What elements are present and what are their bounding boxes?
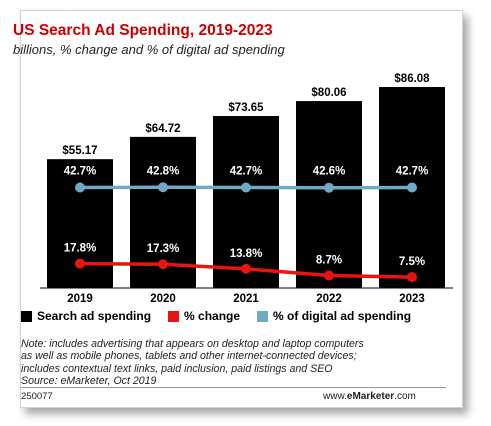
source-line: Source: eMarketer, Oct 2019 — [21, 374, 157, 387]
point-percent-change-2020 — [158, 259, 168, 270]
point-percent-change-2023 — [407, 272, 417, 283]
legend-item-percent-of-digital: % of digital ad spending — [257, 309, 411, 323]
legend-swatch-search-ad-spending — [21, 310, 32, 322]
chart-legend: Search ad spending % change % of digital… — [21, 309, 428, 323]
point-label-percent-of-digital-ad-spending-2023: 42.7% — [396, 166, 429, 178]
point-label-percent-change-2021: 13.8% — [230, 248, 263, 260]
chart-id: 250077 — [21, 391, 53, 402]
point-percent-of-digital-ad-spending-2022 — [324, 182, 334, 193]
point-percent-change-2021 — [241, 263, 251, 274]
brand-prefix: www. — [323, 391, 347, 402]
legend-swatch-percent-change — [168, 310, 180, 322]
point-percent-of-digital-ad-spending-2021 — [241, 182, 251, 193]
point-label-percent-change-2022: 8.7% — [316, 255, 342, 267]
note-line: Note: includes advertising that appears … — [21, 338, 364, 350]
x-tick-label-2021: 2021 — [233, 293, 259, 305]
note-line: as well as mobile phones, tablets and ot… — [21, 350, 357, 363]
point-label-percent-change-2020: 17.3% — [147, 243, 180, 255]
legend-item-percent-change: % change — [168, 309, 240, 323]
x-tick-label-2022: 2022 — [316, 293, 342, 305]
point-percent-change-2019 — [75, 258, 85, 269]
bar-value-label-2022: $80.06 — [311, 87, 346, 99]
legend-label: % of digital ad spending — [273, 309, 412, 323]
point-label-percent-of-digital-ad-spending-2019: 42.7% — [64, 166, 97, 178]
bar-value-label-2019: $55.17 — [62, 145, 97, 157]
bar-value-label-2023: $86.08 — [394, 73, 430, 85]
chart-subtitle: billions, % change and % of digital ad s… — [13, 42, 285, 57]
bar-2021 — [213, 116, 279, 289]
bar-2019 — [47, 159, 113, 288]
footer-divider — [21, 387, 446, 388]
legend-swatch-percent-of-digital — [257, 310, 269, 322]
legend-label: Search ad spending — [37, 309, 152, 323]
point-label-percent-change-2023: 7.5% — [399, 256, 425, 268]
point-label-percent-of-digital-ad-spending-2022: 42.6% — [313, 166, 346, 178]
x-tick-label-2020: 2020 — [150, 293, 176, 305]
point-label-percent-change-2019: 17.8% — [64, 243, 97, 255]
chart-title: US Search Ad Spending, 2019-2023 — [13, 22, 273, 39]
legend-label: % change — [184, 309, 241, 323]
legend-item-search-ad-spending: Search ad spending — [21, 309, 151, 323]
bar-value-label-2020: $64.72 — [145, 123, 180, 135]
point-percent-of-digital-ad-spending-2023 — [407, 182, 417, 193]
x-tick-label-2019: 2019 — [67, 293, 93, 305]
brand-suffix: .com — [394, 391, 416, 402]
brand-url: www.eMarketer.com — [323, 391, 416, 402]
point-percent-of-digital-ad-spending-2020 — [158, 182, 168, 193]
note-line: includes contextual text links, paid inc… — [21, 362, 333, 375]
point-label-percent-of-digital-ad-spending-2021: 42.7% — [230, 166, 263, 178]
point-percent-of-digital-ad-spending-2019 — [75, 182, 85, 193]
point-label-percent-of-digital-ad-spending-2020: 42.8% — [147, 165, 180, 177]
x-tick-label-2023: 2023 — [399, 293, 425, 305]
bar-value-label-2021: $73.65 — [228, 102, 264, 114]
chart-note: Note: includes advertising that appears … — [21, 338, 441, 387]
point-percent-change-2022 — [324, 270, 334, 281]
bar-2022 — [296, 101, 362, 289]
brand-name: eMarketer — [346, 391, 395, 402]
